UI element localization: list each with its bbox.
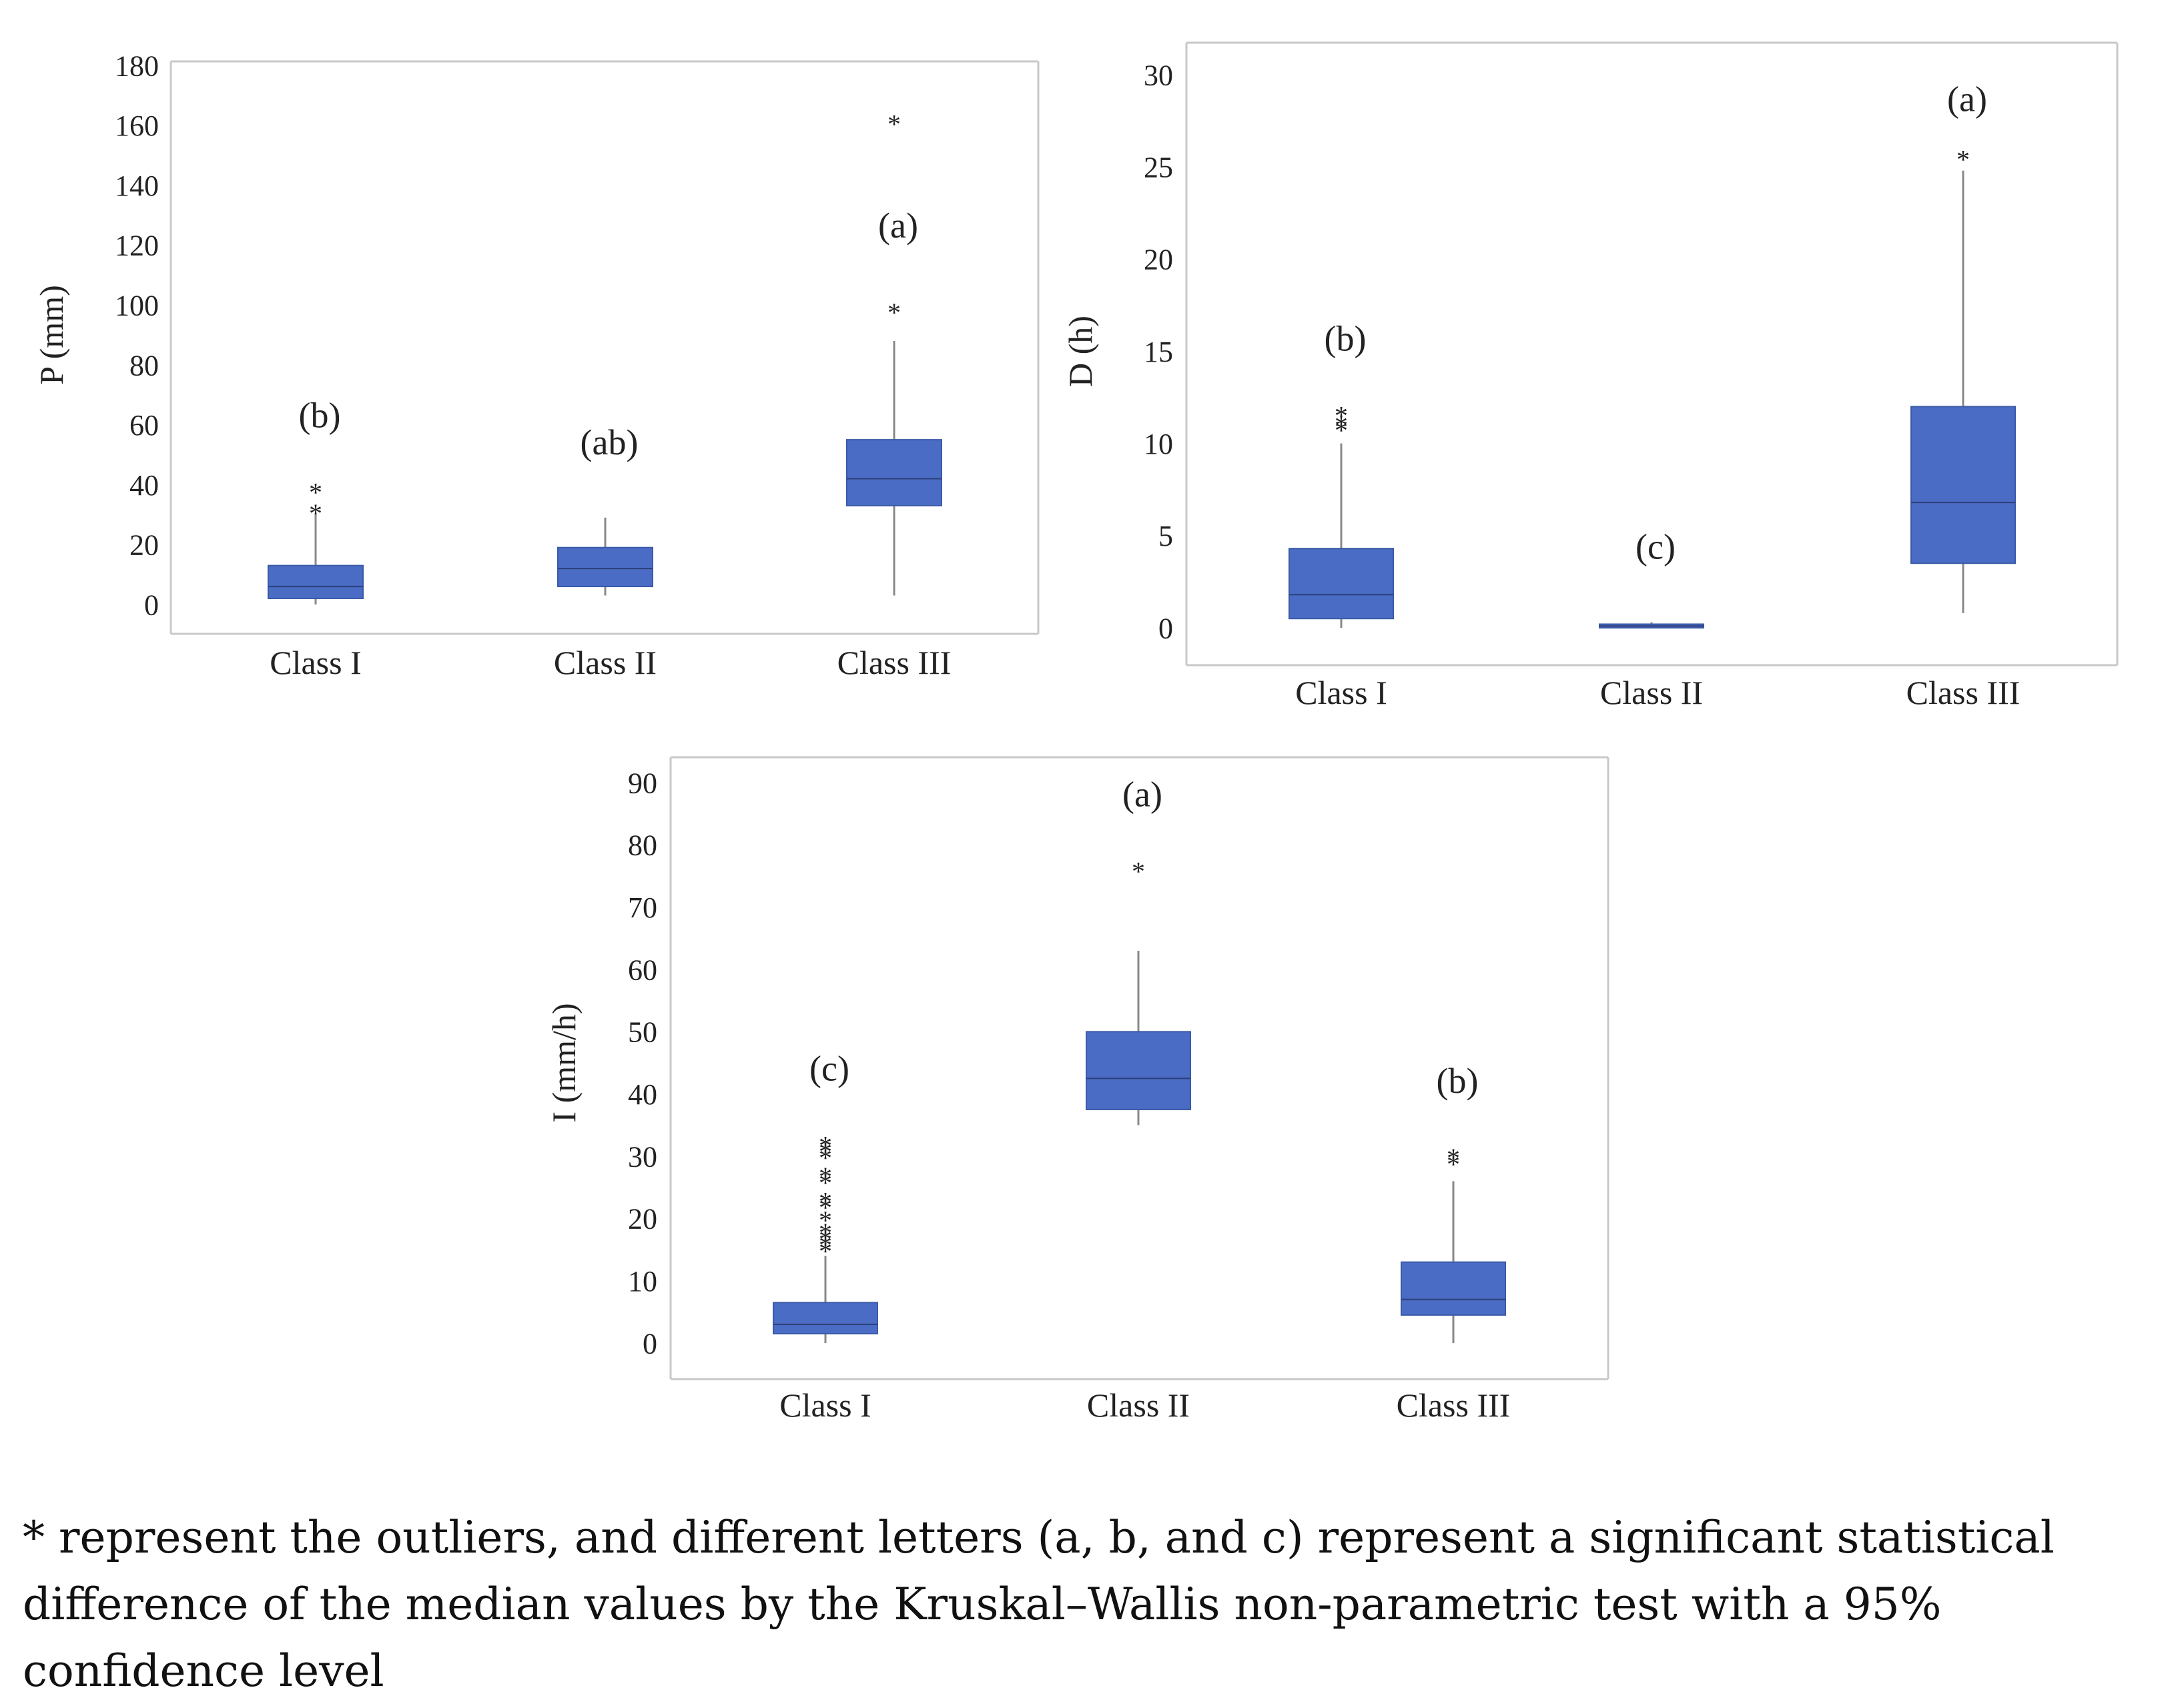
iqr-box <box>773 1302 878 1335</box>
y-tick-label: 10 <box>628 1265 657 1298</box>
significance-letter: (b) <box>299 395 341 435</box>
y-tick-label: 20 <box>1144 244 1173 276</box>
outlier-marker: * <box>1447 1143 1460 1173</box>
outlier-marker: * <box>819 1205 832 1235</box>
significance-letter: (b) <box>1325 318 1367 358</box>
y-tick-label: 30 <box>1144 59 1173 91</box>
y-tick-label: 0 <box>1158 612 1173 645</box>
y-tick-label: 40 <box>129 469 159 502</box>
outlier-marker: * <box>1956 144 1970 174</box>
iqr-box <box>1910 406 2016 564</box>
y-tick-label: 20 <box>628 1203 657 1236</box>
y-tick-label: 70 <box>628 891 657 924</box>
y-tick-label: 20 <box>129 529 159 562</box>
y-axis-label: D (h) <box>1062 316 1099 387</box>
outlier-marker: * <box>1335 400 1348 430</box>
outlier-marker: * <box>887 109 901 139</box>
x-category-label: Class III <box>1397 1386 1511 1424</box>
y-tick-label: 100 <box>115 290 159 322</box>
y-tick-label: 120 <box>115 230 159 262</box>
outlier-marker: * <box>819 1236 832 1266</box>
significance-letter: (a) <box>1947 79 1987 119</box>
outlier-marker: * <box>819 1137 832 1167</box>
x-category-label: Class II <box>1087 1386 1190 1424</box>
significance-letter: (ab) <box>581 422 639 462</box>
y-tick-label: 0 <box>144 588 159 621</box>
outlier-marker: * <box>819 1168 832 1198</box>
y-tick-label: 40 <box>628 1078 657 1111</box>
iqr-box <box>557 546 653 588</box>
significance-letter: (a) <box>878 205 918 246</box>
significance-letter: (c) <box>809 1048 849 1088</box>
x-category-label: Class III <box>837 644 952 681</box>
iqr-box <box>1289 548 1394 620</box>
outlier-marker: * <box>819 1186 832 1216</box>
y-tick-label: 160 <box>115 109 159 142</box>
figure-caption: * represent the outliers, and different … <box>23 1512 2055 1697</box>
significance-letter: (a) <box>1122 775 1162 815</box>
outlier-marker: * <box>819 1230 832 1260</box>
y-tick-label: 50 <box>628 1016 657 1049</box>
y-tick-label: 5 <box>1158 520 1173 552</box>
outlier-marker: * <box>819 1162 832 1192</box>
y-tick-label: 80 <box>628 829 657 862</box>
y-tick-label: 60 <box>628 953 657 986</box>
outlier-marker: * <box>1335 410 1348 440</box>
outlier-marker: * <box>887 298 901 328</box>
outlier-marker: * <box>819 1218 832 1248</box>
iqr-box <box>846 439 942 506</box>
y-tick-label: 0 <box>643 1327 657 1360</box>
y-axis-label: P (mm) <box>33 285 70 385</box>
y-tick-label: 140 <box>115 169 159 202</box>
x-category-label: Class I <box>270 644 362 681</box>
y-tick-label: 90 <box>628 767 657 799</box>
outlier-marker: * <box>309 498 322 528</box>
iqr-box <box>1401 1261 1506 1316</box>
x-category-label: Class I <box>1295 674 1387 711</box>
outlier-marker: * <box>309 477 322 507</box>
outlier-marker: * <box>819 1224 832 1254</box>
x-category-label: Class I <box>779 1386 871 1424</box>
y-tick-label: 30 <box>628 1140 657 1173</box>
significance-letter: (c) <box>1635 527 1676 567</box>
x-category-label: Class II <box>554 644 657 681</box>
iqr-box <box>268 564 364 600</box>
outlier-marker: * <box>819 1130 832 1160</box>
y-tick-label: 80 <box>129 349 159 382</box>
outlier-marker: * <box>1335 416 1348 446</box>
y-axis-label: I (mm/h) <box>545 1003 583 1122</box>
significance-letter: (b) <box>1437 1061 1479 1101</box>
iqr-box <box>1086 1031 1191 1111</box>
y-tick-label: 180 <box>115 49 159 82</box>
outlier-marker: * <box>1447 1149 1460 1179</box>
y-tick-label: 15 <box>1144 336 1173 368</box>
outlier-marker: * <box>819 1193 832 1223</box>
y-tick-label: 10 <box>1144 428 1173 460</box>
y-tick-label: 25 <box>1144 151 1173 184</box>
y-tick-label: 60 <box>129 409 159 442</box>
x-category-label: Class III <box>1906 674 2021 711</box>
outlier-marker: * <box>819 1143 832 1173</box>
outlier-marker: * <box>1132 857 1145 887</box>
x-category-label: Class II <box>1600 674 1703 711</box>
